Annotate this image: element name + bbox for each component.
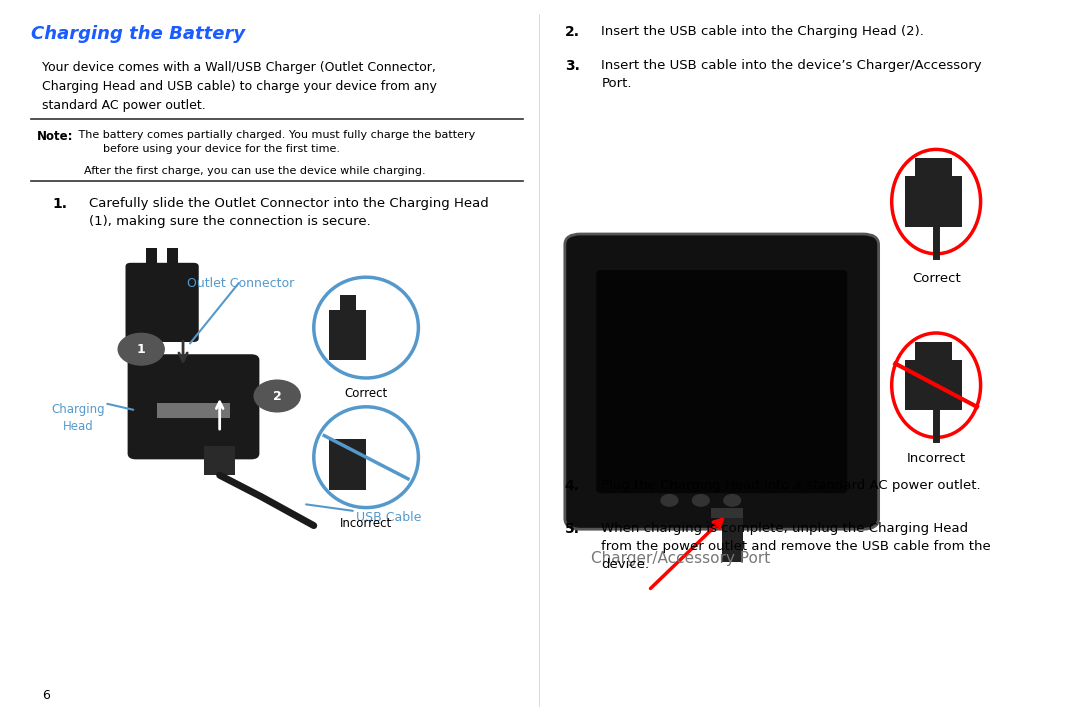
Text: Incorrect: Incorrect [906, 452, 966, 465]
Bar [204, 446, 235, 475]
Bar [905, 176, 962, 227]
FancyBboxPatch shape [125, 263, 199, 342]
Text: Plug the Charging Head into a standard AC power outlet.: Plug the Charging Head into a standard A… [602, 479, 981, 492]
Circle shape [254, 380, 300, 412]
Text: Charging the Battery: Charging the Battery [31, 25, 245, 43]
Circle shape [692, 495, 710, 506]
Text: Insert the USB cable into the device’s Charger/Accessory
Port.: Insert the USB cable into the device’s C… [602, 59, 982, 90]
Bar [340, 295, 355, 310]
Text: 2.: 2. [565, 25, 580, 39]
Bar [712, 508, 743, 518]
Circle shape [661, 495, 678, 506]
Text: 4.: 4. [565, 479, 580, 492]
Text: Your device comes with a Wall/USB Charger (Outlet Connector,
Charging Head and U: Your device comes with a Wall/USB Charge… [42, 61, 436, 112]
Circle shape [118, 333, 164, 365]
Text: 1: 1 [137, 343, 146, 356]
Text: Insert the USB cable into the Charging Head (2).: Insert the USB cable into the Charging H… [602, 25, 924, 38]
Text: 3.: 3. [565, 59, 580, 73]
Bar [157, 403, 230, 418]
FancyBboxPatch shape [127, 354, 259, 459]
Text: Correct: Correct [912, 272, 960, 285]
Bar [167, 248, 178, 266]
Text: Charger/Accessory Port: Charger/Accessory Port [591, 551, 770, 566]
Text: When charging is complete, unplug the Charging Head
from the power outlet and re: When charging is complete, unplug the Ch… [602, 522, 991, 571]
Bar [915, 158, 951, 176]
Bar [329, 310, 366, 360]
Text: 6: 6 [42, 689, 50, 702]
Text: 1.: 1. [52, 197, 67, 210]
Text: Incorrect: Incorrect [340, 517, 392, 530]
FancyBboxPatch shape [565, 234, 879, 529]
Bar [915, 342, 951, 360]
Text: 5.: 5. [565, 522, 580, 536]
Bar [905, 360, 962, 410]
Text: 2: 2 [273, 390, 282, 402]
Text: Carefully slide the Outlet Connector into the Charging Head
(1), making sure the: Carefully slide the Outlet Connector int… [89, 197, 488, 228]
Text: Note:: Note: [37, 130, 73, 143]
FancyBboxPatch shape [596, 270, 847, 493]
Bar [721, 518, 743, 562]
Text: Charging
Head: Charging Head [52, 403, 105, 433]
Text: Outlet Connector: Outlet Connector [187, 277, 294, 290]
Circle shape [724, 495, 741, 506]
Bar [329, 439, 366, 490]
Text: USB Cable: USB Cable [355, 511, 421, 524]
Bar [147, 248, 157, 266]
Text: After the first charge, you can use the device while charging.: After the first charge, you can use the … [83, 166, 426, 176]
Text: Correct: Correct [345, 387, 388, 400]
Text: The battery comes partially charged. You must fully charge the battery
        b: The battery comes partially charged. You… [76, 130, 475, 153]
